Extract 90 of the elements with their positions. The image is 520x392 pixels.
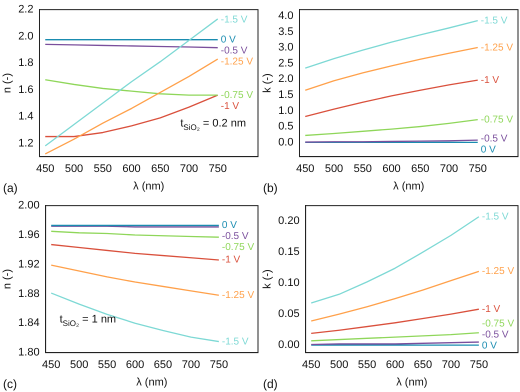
x-tick-label: 650 (414, 359, 432, 372)
x-tick-label: 600 (122, 163, 141, 176)
text: (a) (3, 181, 18, 195)
series-label: -1.25 V (480, 42, 514, 54)
y-tick-label: 1.88 (18, 288, 40, 300)
y-tick-label: 1.8 (18, 57, 34, 70)
x-tick-label: 550 (94, 163, 112, 176)
y-axis-title: k (-) (262, 73, 274, 93)
series-label: -1 V (482, 304, 501, 315)
series-label: -1.25 V (222, 290, 254, 302)
x-tick-label: 550 (98, 359, 116, 372)
x-tick-label: 700 (440, 163, 458, 176)
series-label: -0.75 V (480, 114, 514, 126)
y-tick-label: 1.0 (278, 104, 294, 117)
y-tick-label: 1.4 (18, 110, 34, 123)
y-tick-label: 1.96 (18, 229, 40, 242)
x-tick-label: 750 (208, 163, 227, 176)
text: (b) (263, 181, 278, 195)
x-tick-label: 700 (180, 163, 198, 176)
y-tick-label: 1.80 (18, 346, 40, 359)
y-tick-label: 1.6 (18, 84, 34, 96)
series-label: -1 V (480, 74, 500, 86)
series-label: -1 V (222, 254, 241, 266)
text: (d) (263, 377, 278, 391)
series-label: -1.25 V (482, 266, 514, 278)
x-tick-label: 500 (64, 163, 84, 176)
x-tick-label: 750 (468, 163, 487, 176)
y-tick-label: 2.0 (278, 73, 294, 86)
x-tick-label: 750 (210, 359, 228, 372)
y-tick-label: 4.0 (278, 10, 294, 22)
series-label: -1 V (220, 100, 240, 112)
y-tick-label: 0.05 (278, 308, 300, 320)
x-tick-label: 450 (36, 163, 54, 176)
x-tick-label: 700 (182, 359, 200, 372)
y-tick-label: 1.92 (18, 258, 40, 270)
series-label: -0.5 V (222, 231, 249, 242)
y-tick-label: 2.0 (18, 30, 34, 42)
x-tick-label: 600 (386, 359, 404, 372)
series-label: 0 V (482, 340, 498, 352)
y-tick-label: 0.10 (278, 277, 300, 290)
y-tick-label: 0.15 (278, 246, 300, 258)
series-label: 0 V (220, 34, 236, 46)
y-tick-label: 3.0 (278, 42, 294, 54)
x-tick-label: 550 (354, 163, 372, 176)
x-tick-label: 650 (411, 163, 430, 176)
x-tick-label: 700 (442, 359, 460, 372)
y-tick-label: 0.5 (278, 120, 294, 133)
series-label: -1.5 V (482, 212, 509, 223)
y-tick-label: 2.5 (278, 57, 294, 70)
x-tick-label: 500 (324, 163, 344, 176)
y-tick-label: 1.5 (278, 88, 294, 101)
x-axis-title: λ (nm) (393, 180, 424, 192)
x-tick-label: 450 (42, 359, 60, 372)
y-tick-label: 1.2 (18, 137, 34, 150)
x-tick-label: 500 (330, 359, 348, 372)
x-tick-label: 650 (151, 163, 170, 176)
x-tick-label: 450 (302, 359, 320, 372)
series-label: -0.5 V (220, 45, 248, 56)
x-axis-title: λ (nm) (133, 180, 164, 192)
x-tick-label: 550 (358, 359, 376, 372)
x-axis-title: λ (nm) (136, 376, 168, 388)
y-tick-label: 0.0 (278, 136, 294, 148)
series-label: -1.5 V (220, 14, 248, 26)
y-tick-label: 0.20 (278, 215, 300, 228)
y-tick-label: 1.84 (18, 317, 40, 330)
y-axis-title: n (-) (2, 73, 14, 94)
y-tick-label: 0.00 (278, 339, 300, 352)
series-label: -0.5 V (480, 133, 508, 144)
y-axis-title: k (-) (262, 269, 274, 289)
series-label: -0.75 V (482, 318, 514, 330)
y-tick-label: 3.5 (278, 26, 294, 38)
x-tick-label: 650 (154, 359, 172, 372)
series-label: -0.5 V (482, 329, 509, 340)
series-label: 0 V (222, 220, 238, 232)
x-tick-label: 450 (296, 163, 314, 176)
x-tick-label: 600 (126, 359, 144, 372)
x-tick-label: 600 (382, 163, 401, 176)
x-tick-label: 500 (70, 359, 88, 372)
series-label: -1.5 V (222, 336, 249, 348)
series-label: -0.75 V (220, 90, 254, 101)
series-label: 0 V (480, 144, 496, 156)
x-axis-title: λ (nm) (396, 376, 428, 388)
text: (c) (3, 377, 17, 391)
series-label: -1.25 V (220, 56, 254, 68)
x-tick-label: 750 (470, 359, 488, 372)
y-axis-title: n (-) (2, 269, 14, 290)
y-tick-label: 2.00 (18, 200, 40, 212)
series-label: -1.5 V (480, 15, 508, 26)
y-tick-label: 2.2 (18, 4, 34, 16)
series-label: -0.75 V (222, 242, 254, 254)
